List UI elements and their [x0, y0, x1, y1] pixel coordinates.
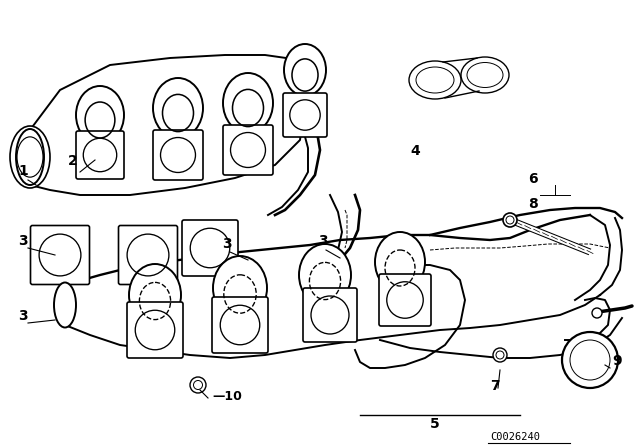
FancyBboxPatch shape	[76, 131, 124, 179]
FancyBboxPatch shape	[212, 297, 268, 353]
Text: 9: 9	[612, 354, 621, 368]
Ellipse shape	[76, 86, 124, 144]
Circle shape	[562, 332, 618, 388]
FancyBboxPatch shape	[283, 93, 327, 137]
Circle shape	[190, 377, 206, 393]
Ellipse shape	[461, 57, 509, 93]
Ellipse shape	[409, 61, 461, 99]
FancyBboxPatch shape	[223, 125, 273, 175]
Text: 7: 7	[490, 379, 500, 393]
Ellipse shape	[284, 44, 326, 96]
FancyBboxPatch shape	[153, 130, 203, 180]
Circle shape	[503, 213, 517, 227]
Circle shape	[592, 308, 602, 318]
Ellipse shape	[129, 264, 181, 326]
Text: 2: 2	[68, 154, 77, 168]
Circle shape	[493, 348, 507, 362]
Ellipse shape	[223, 73, 273, 133]
Ellipse shape	[299, 244, 351, 306]
FancyBboxPatch shape	[118, 225, 177, 284]
Text: 1: 1	[18, 164, 28, 178]
Text: 3: 3	[18, 234, 28, 248]
Text: 3: 3	[222, 237, 232, 251]
Text: 8: 8	[528, 197, 538, 211]
Text: 4: 4	[410, 144, 420, 158]
Text: 3: 3	[18, 309, 28, 323]
Text: 5: 5	[430, 417, 440, 431]
Ellipse shape	[10, 126, 50, 188]
FancyBboxPatch shape	[31, 225, 90, 284]
FancyBboxPatch shape	[182, 220, 238, 276]
FancyBboxPatch shape	[379, 274, 431, 326]
Ellipse shape	[54, 283, 76, 327]
Ellipse shape	[213, 256, 267, 320]
Ellipse shape	[375, 232, 425, 292]
Text: —10: —10	[212, 390, 242, 403]
Text: 6: 6	[528, 172, 538, 186]
Text: C0026240: C0026240	[490, 432, 540, 442]
Ellipse shape	[153, 78, 203, 138]
FancyBboxPatch shape	[127, 302, 183, 358]
Ellipse shape	[16, 129, 44, 185]
Text: 3: 3	[318, 234, 328, 248]
FancyBboxPatch shape	[303, 288, 357, 342]
